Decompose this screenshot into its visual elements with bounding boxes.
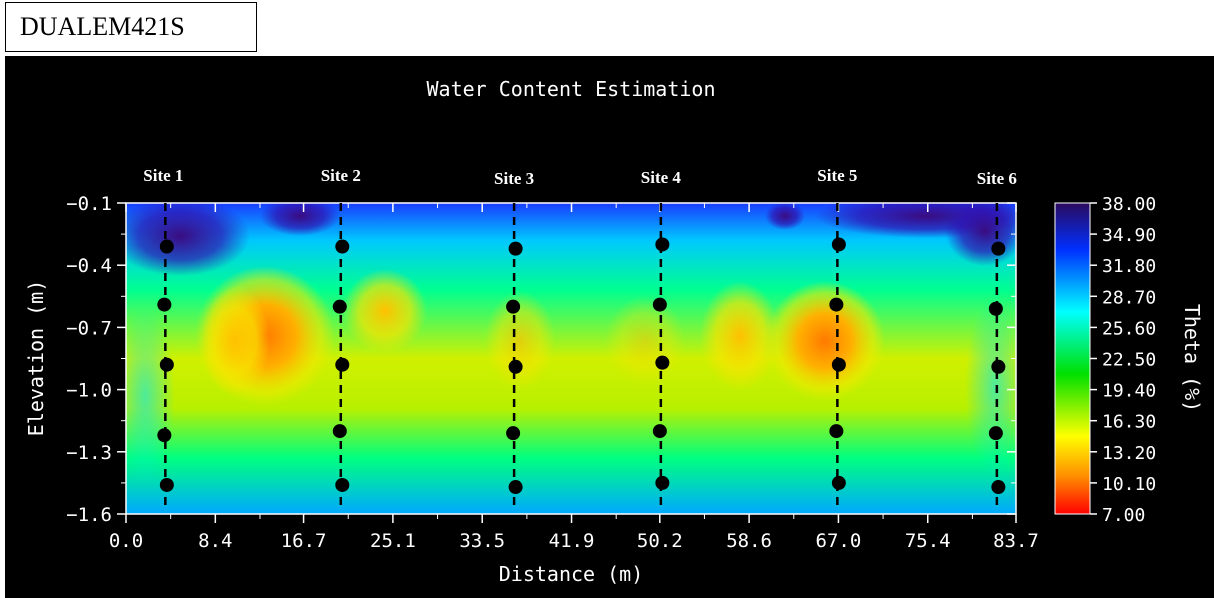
x-tick-label: 41.9 xyxy=(549,530,595,552)
colorbar-tick-label: 13.20 xyxy=(1102,443,1156,464)
y-axis-label: Elevation (m) xyxy=(24,280,48,437)
site-measurement-point xyxy=(332,424,347,439)
site-1-profile: Site 1 xyxy=(143,166,183,511)
site-measurement-point xyxy=(506,426,521,441)
colorbar xyxy=(1054,202,1091,515)
site-measurement-point xyxy=(508,241,523,256)
colorbar-tick-label: 31.80 xyxy=(1102,256,1156,277)
instrument-label: DUALEM421S xyxy=(5,2,257,52)
x-tick-label: 67.0 xyxy=(816,530,862,552)
site-measurement-point xyxy=(655,475,670,490)
site-4-profile: Site 4 xyxy=(641,168,682,511)
chart-svg: Water Content Estimation Elevation (m) D… xyxy=(24,77,1204,586)
site-measurement-point xyxy=(157,428,172,443)
site-measurement-point xyxy=(508,359,523,374)
y-tick-label: −0.7 xyxy=(66,317,112,339)
x-axis-label: Distance (m) xyxy=(499,562,644,586)
site-6-profile: Site 6 xyxy=(977,169,1017,511)
site-measurement-point xyxy=(159,239,174,254)
x-tick-label: 8.4 xyxy=(198,530,232,552)
y-tick-label: −0.4 xyxy=(66,255,112,277)
site-measurement-point xyxy=(831,475,846,490)
site-label: Site 4 xyxy=(641,168,682,187)
x-tick-label: 75.4 xyxy=(905,530,951,552)
colorbar-label: Theta (%) xyxy=(1180,304,1204,412)
site-measurement-point xyxy=(652,424,667,439)
site-3-profile: Site 3 xyxy=(494,169,534,511)
site-label: Site 6 xyxy=(977,169,1017,188)
x-tick-label: 33.5 xyxy=(459,530,505,552)
site-2-profile: Site 2 xyxy=(321,166,361,511)
colorbar-tick-label: 7.00 xyxy=(1102,505,1145,526)
sites-layer: Site 1 Site 2 Site 3 Site 4 Site 5 Site 6 xyxy=(143,166,1017,511)
colorbar-tick-label: 25.60 xyxy=(1102,318,1156,339)
colorbar-tick-label: 10.10 xyxy=(1102,474,1156,495)
colorbar-tick-label: 22.50 xyxy=(1102,350,1156,371)
site-measurement-point xyxy=(829,297,844,312)
site-measurement-point xyxy=(655,237,670,252)
colorbar-tick-label: 28.70 xyxy=(1102,287,1156,308)
site-measurement-point xyxy=(988,301,1003,316)
x-tick-label: 0.0 xyxy=(109,530,143,552)
site-label: Site 5 xyxy=(817,166,857,185)
site-measurement-point xyxy=(831,237,846,252)
site-label: Site 2 xyxy=(321,166,361,185)
site-measurement-point xyxy=(335,239,350,254)
colorbar-tick-label: 19.40 xyxy=(1102,381,1156,402)
x-tick-label: 83.7 xyxy=(993,530,1039,552)
site-measurement-point xyxy=(831,357,846,372)
site-measurement-point xyxy=(159,477,174,492)
site-label: Site 3 xyxy=(494,169,534,188)
site-measurement-point xyxy=(829,424,844,439)
site-measurement-point xyxy=(991,359,1006,374)
y-tick-label: −1.3 xyxy=(66,442,112,464)
plot-panel: Water Content Estimation Elevation (m) D… xyxy=(5,56,1214,598)
site-label: Site 1 xyxy=(143,166,183,185)
site-measurement-point xyxy=(332,299,347,314)
y-tick-label: −0.1 xyxy=(66,193,112,215)
colorbar-tick-label: 38.00 xyxy=(1102,194,1156,215)
site-measurement-point xyxy=(159,357,174,372)
site-measurement-point xyxy=(988,426,1003,441)
x-tick-label: 50.2 xyxy=(637,530,683,552)
site-measurement-point xyxy=(991,241,1006,256)
x-tick-label: 16.7 xyxy=(281,530,327,552)
colorbar-tick-label: 16.30 xyxy=(1102,412,1156,433)
axes-layer: 0.0 8.4 16.7 25.1 33.5 41.9 50.2 58.6 67.0 75.4 83… xyxy=(66,193,1039,552)
site-measurement-point xyxy=(655,355,670,370)
site-measurement-point xyxy=(991,480,1006,495)
site-measurement-point xyxy=(652,297,667,312)
x-tick-label: 58.6 xyxy=(726,530,772,552)
site-measurement-point xyxy=(506,299,521,314)
colorbar-tick-label: 34.90 xyxy=(1102,225,1156,246)
site-measurement-point xyxy=(335,477,350,492)
x-tick-label: 25.1 xyxy=(370,530,416,552)
site-5-profile: Site 5 xyxy=(817,166,857,511)
heatmap-field xyxy=(126,203,1016,514)
site-measurement-point xyxy=(508,480,523,495)
y-tick-label: −1.0 xyxy=(66,380,112,402)
site-measurement-point xyxy=(157,297,172,312)
site-measurement-point xyxy=(335,357,350,372)
y-tick-label: −1.6 xyxy=(66,504,112,526)
colorbar-ticks: 38.00 34.90 31.80 28.70 25.60 22.50 19.40 16.30… xyxy=(1090,194,1156,526)
chart-title: Water Content Estimation xyxy=(427,77,716,101)
